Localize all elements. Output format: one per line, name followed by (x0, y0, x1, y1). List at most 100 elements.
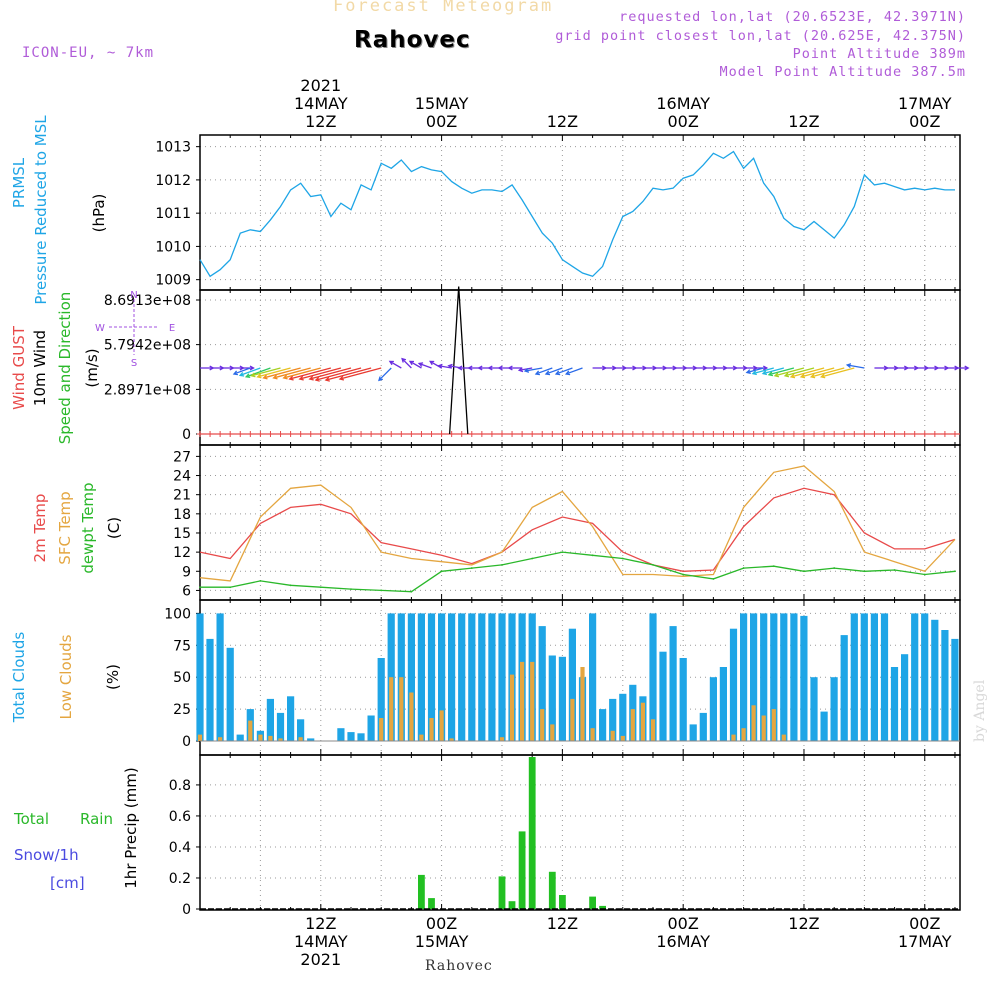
wind-arrow-head (308, 375, 314, 381)
total-cloud-bar (216, 613, 224, 741)
low-cloud-bar (278, 738, 283, 741)
bottom-time-label: 00Z (668, 914, 699, 933)
low-cloud-bar (751, 705, 756, 741)
dewpt-point (954, 570, 956, 573)
total-cloud-bar (558, 656, 566, 741)
wind-arrow-head (487, 365, 493, 371)
total-cloud-bar (860, 613, 868, 741)
total-cloud-bar (196, 613, 204, 741)
total-cloud-bar (589, 613, 597, 741)
total-cloud-bar (538, 626, 546, 741)
product-title: Forecast Meteogram (333, 0, 554, 16)
y-tick-label: 0.2 (169, 871, 191, 887)
wind-arrow (800, 367, 835, 378)
y-tick-label: 0.6 (169, 809, 191, 825)
panel-label: Total Clouds (10, 632, 28, 724)
wind-arrow (519, 367, 533, 371)
wind-arrow (378, 367, 392, 381)
wind-arrow-head (250, 372, 256, 378)
total-cloud-bar (669, 626, 677, 741)
total-cloud-bar (921, 613, 929, 741)
bottom-time-label: 12Z (305, 914, 336, 933)
wind-arrow (565, 367, 583, 375)
y-tick-label: 50 (173, 670, 191, 686)
panel-label: (m/s) (83, 348, 101, 387)
wind-arrow (821, 367, 855, 378)
total-cloud-bar (568, 628, 576, 741)
low-cloud-bar (379, 718, 384, 741)
total-cloud-bar (236, 734, 244, 741)
wind-arrow-head (507, 365, 513, 371)
wind-arrow-head (256, 373, 262, 379)
low-cloud-bar (439, 710, 444, 741)
top-time-label: 2021 (300, 76, 341, 95)
model-label: ICON-EU, ~ 7km (22, 45, 155, 61)
top-time-label: 12Z (305, 112, 336, 131)
wind-arrow-head (564, 370, 571, 376)
low-cloud-bar (218, 737, 223, 741)
top-time-label: 16MAY (656, 94, 710, 113)
total-cloud-bar (840, 635, 848, 741)
wind-arrow-head (408, 360, 415, 366)
wind-arrow (273, 367, 311, 379)
wind-arrow-head (467, 365, 473, 371)
low-cloud-bar (771, 709, 776, 741)
bottom-time-label: 00Z (426, 914, 457, 933)
total-cloud-bar (689, 724, 697, 741)
dewpt-point (470, 567, 473, 569)
low-cloud-bar (550, 724, 555, 741)
y-tick-label: 0.8 (169, 778, 191, 794)
clouds-panel: 0 25 50 75 100 Total Clouds Low Clouds (%) (10, 599, 961, 756)
low-cloud-bar (540, 709, 545, 741)
wind-arrow (309, 367, 352, 380)
low-cloud-bar (530, 661, 535, 741)
low-cloud-bar (630, 709, 635, 741)
wind-arrow (299, 367, 342, 380)
dewpt-point (259, 579, 262, 582)
top-time-label: 12Z (788, 112, 819, 131)
panel-label: [cm] (50, 874, 85, 892)
dewpt-point (591, 554, 594, 557)
precip-bar (428, 898, 435, 909)
total-cloud-bar (880, 613, 889, 741)
dewpt-point (380, 589, 383, 592)
dewpt-point (772, 565, 775, 568)
wind-arrow (746, 367, 764, 374)
wind-arrow (790, 367, 825, 378)
precip-bar (498, 876, 506, 909)
panel-label: PRMSL (10, 157, 28, 208)
wind-arrow-head (429, 360, 435, 366)
compass-n: N (130, 290, 137, 301)
y-tick-label: 0 (182, 902, 191, 918)
series-line (199, 465, 956, 582)
top-time-label: 00Z (668, 112, 699, 131)
total-cloud-bar (297, 719, 305, 741)
precip-bar (599, 905, 606, 909)
wind-arrow-head (762, 365, 769, 371)
wind-arrow (315, 367, 362, 381)
panel-label: 1hr Precip (mm) (122, 767, 140, 888)
wind-arrow (847, 364, 865, 369)
wind-arrow-head (417, 362, 424, 367)
wind-arrow-head (751, 370, 757, 376)
dewpt-point (712, 578, 715, 580)
wind-arrow-head (244, 373, 251, 379)
low-cloud-bar (520, 661, 525, 741)
total-cloud-bar (498, 613, 506, 741)
low-cloud-bar (499, 737, 505, 741)
wind-arrow (555, 367, 573, 375)
total-cloud-bar (478, 613, 486, 741)
requested-point: requested lon,lat (20.6523E, 42.3971N) (619, 9, 966, 25)
total-cloud-bar (790, 613, 798, 741)
bottom-time-label: 17MAY (898, 932, 952, 951)
y-tick-label: 25 (173, 702, 191, 718)
dewpt-point (923, 573, 926, 576)
total-cloud-bar (377, 658, 385, 741)
dewpt-point (289, 584, 292, 587)
wind-arrow-head (282, 374, 288, 380)
total-cloud-bar (911, 613, 919, 741)
precip-bar (589, 896, 596, 909)
low-cloud-bar (389, 677, 394, 741)
low-cloud-bar (731, 734, 736, 741)
